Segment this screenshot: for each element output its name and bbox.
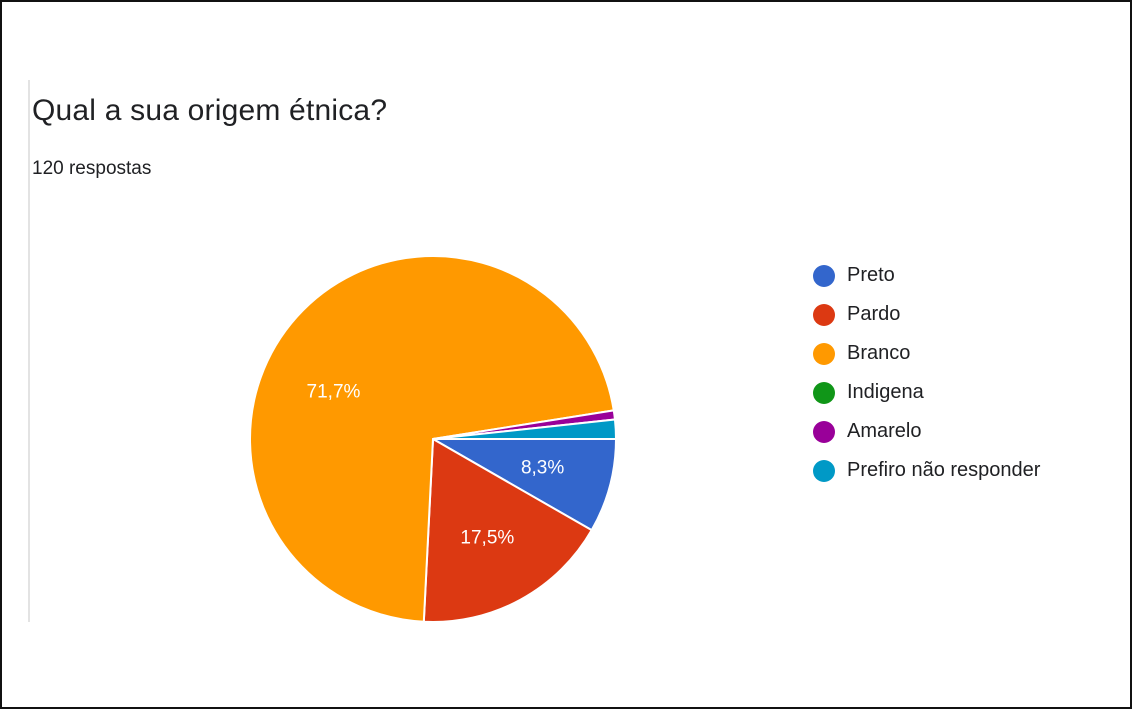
legend-swatch — [813, 303, 835, 326]
chart-legend: Preto Pardo Branco Indigena Amarelo Prefiro n… — [813, 256, 1040, 490]
legend-item-prefiro-nao-responder[interactable]: Prefiro não responder — [813, 451, 1040, 490]
legend-item-preto[interactable]: Preto — [813, 256, 1040, 295]
legend-label: Amarelo — [847, 420, 922, 442]
pie-slice-prefiro-nao-responder[interactable] — [432, 418, 618, 440]
response-count: 120 respostas — [32, 158, 152, 179]
legend-label: Prefiro não responder — [847, 459, 1041, 481]
pie-label-preto: 8,3% — [521, 457, 564, 478]
legend-swatch — [813, 459, 835, 482]
legend-swatch — [813, 264, 835, 287]
legend-label: Branco — [847, 342, 911, 364]
pie-label-branco: 71,7% — [307, 382, 361, 403]
legend-swatch — [813, 381, 835, 404]
pie-slices — [249, 255, 618, 623]
legend-label: Preto — [847, 264, 895, 286]
legend-item-pardo[interactable]: Pardo — [813, 295, 1040, 334]
legend-item-amarelo[interactable]: Amarelo — [813, 412, 1040, 451]
legend-item-indigena[interactable]: Indigena — [813, 373, 1040, 412]
legend-item-branco[interactable]: Branco — [813, 334, 1040, 373]
pie-label-pardo: 17,5% — [460, 528, 514, 549]
question-title: Qual a sua origem étnica? — [32, 94, 388, 127]
legend-swatch — [813, 420, 835, 443]
legend-swatch — [813, 342, 835, 365]
legend-label: Pardo — [847, 303, 901, 325]
pie-slice-pardo[interactable] — [422, 437, 594, 623]
pie-slice-preto[interactable] — [429, 438, 618, 532]
pie-labels: 8,3% 17,5% 71,7% — [307, 382, 565, 549]
legend-label: Indigena — [847, 381, 924, 403]
pie-slice-branco[interactable] — [249, 255, 615, 623]
card-left-border — [28, 80, 30, 622]
